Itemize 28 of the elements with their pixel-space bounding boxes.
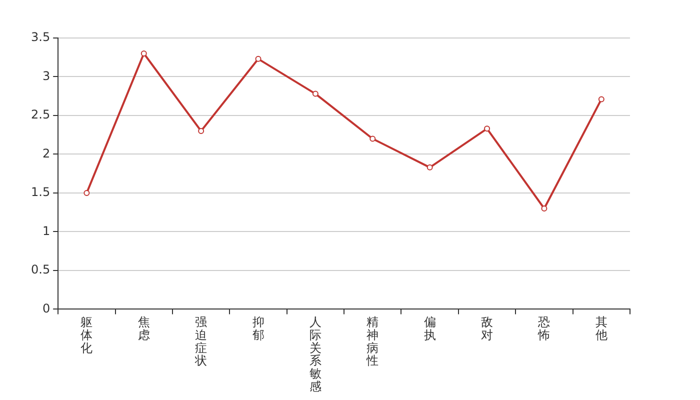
y-tick-label: 0.5: [30, 262, 50, 277]
x-tick-label: 焦虑: [138, 314, 150, 342]
point: [312, 90, 318, 97]
point: [198, 128, 204, 134]
point: [598, 96, 604, 102]
x-tick-label: 敌对: [481, 314, 494, 342]
y-tick-label: 3: [42, 68, 50, 83]
x-tick-label: 躯体化: [80, 314, 93, 355]
y-tick-label: 2.5: [30, 108, 50, 122]
x-tick-label: 偏执: [424, 314, 436, 342]
x-tick-label: 其他: [595, 314, 608, 342]
point: [255, 56, 262, 62]
x-tick-label: 人际关系敏感: [309, 314, 322, 394]
y-tick-label: 3.5: [30, 30, 50, 44]
x-tick-label: 抑郁: [252, 314, 264, 342]
y-tick-label: 2: [42, 146, 50, 160]
x-tick-label: 强迫症状: [194, 314, 208, 368]
point: [140, 50, 147, 56]
y-tick-label: 0: [42, 301, 50, 316]
x-tick-label: 精神病性: [366, 314, 379, 368]
point: [426, 164, 433, 170]
point: [541, 205, 548, 212]
point: [84, 190, 90, 196]
y-tick-label: 1.5: [30, 185, 50, 200]
point: [484, 126, 490, 132]
point: [370, 136, 376, 142]
x-tick-label: 恐怖: [537, 314, 550, 342]
y-tick-label: 1: [42, 224, 50, 238]
